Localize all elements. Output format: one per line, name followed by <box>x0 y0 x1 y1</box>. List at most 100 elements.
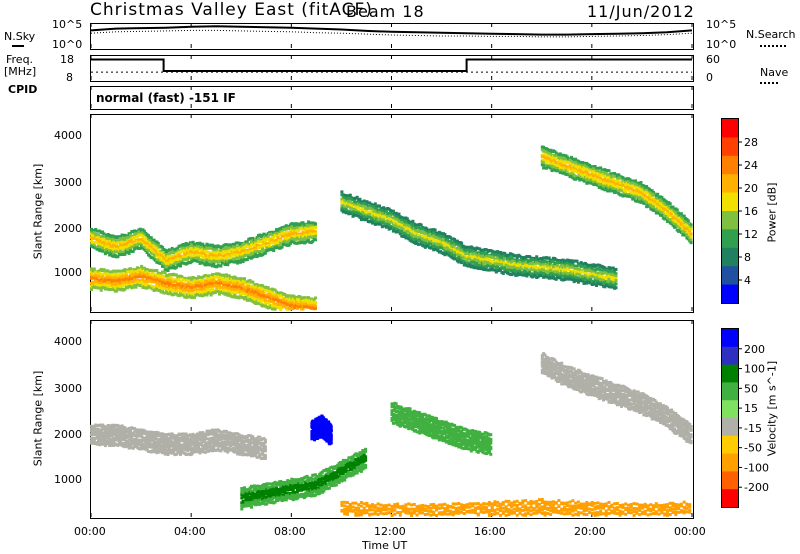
power-cell <box>177 253 181 257</box>
power-cell <box>254 237 258 241</box>
power-cell <box>593 165 597 168</box>
power-cell <box>551 259 555 263</box>
power-cell <box>437 234 441 238</box>
power-cell <box>295 306 299 310</box>
power-cell <box>351 201 355 205</box>
power-cell <box>344 207 348 211</box>
velocity-cell <box>117 429 121 433</box>
power-cell <box>686 219 690 223</box>
power-cell <box>259 300 263 304</box>
power-cell <box>283 239 287 243</box>
power-cell <box>293 295 297 299</box>
power-cell <box>110 283 114 287</box>
velocity-cell <box>122 428 125 431</box>
power-cell <box>408 224 412 228</box>
power-cell <box>497 254 501 258</box>
power-cell <box>549 166 553 170</box>
power-cell <box>169 275 173 279</box>
power-cell <box>205 242 209 246</box>
power-cell <box>131 285 135 289</box>
power-cell <box>546 148 550 151</box>
power-cell <box>113 241 117 245</box>
freq-label-line2: [MHz] <box>4 65 37 78</box>
power-cell <box>507 253 511 257</box>
power-cell <box>222 273 226 277</box>
power-cell <box>358 197 362 201</box>
nsearch-label: N.Search <box>746 28 796 41</box>
power-cell <box>579 175 583 179</box>
power-cell <box>226 263 230 267</box>
power-cell <box>223 278 227 282</box>
power-cell <box>389 214 393 218</box>
power-cell <box>290 299 294 303</box>
power-cell <box>261 284 265 288</box>
power-cell <box>451 245 455 249</box>
power-cell <box>223 288 227 292</box>
power-cell <box>314 232 317 236</box>
date-label: 11/Jun/2012 <box>587 2 695 21</box>
power-cell <box>191 240 195 244</box>
power-cell <box>348 199 352 203</box>
velocity-ytick-3000: 3000 <box>54 382 82 395</box>
power-cell <box>218 284 221 288</box>
power-cell <box>126 241 130 245</box>
power-cell <box>215 286 219 290</box>
velocity-cell <box>123 426 127 430</box>
xtick-6: 00:00 <box>674 525 706 538</box>
power-cell <box>295 224 299 228</box>
power-cell <box>154 275 157 278</box>
power-cell <box>156 282 160 286</box>
power-cell <box>549 268 553 272</box>
power-cell <box>375 216 379 220</box>
power-cell <box>649 191 653 195</box>
power-cell <box>440 243 444 247</box>
power-cell <box>287 298 291 302</box>
power-cell <box>314 226 317 230</box>
power-cell <box>209 289 213 293</box>
power-cell <box>166 269 170 272</box>
power-cell <box>224 248 228 252</box>
power-cell <box>572 161 576 165</box>
velocity-cell <box>110 434 114 438</box>
power-cell <box>387 217 391 220</box>
power-cell <box>270 291 274 295</box>
power-cell <box>550 263 554 267</box>
power-cell <box>101 230 105 234</box>
power-cell <box>254 246 258 250</box>
power-cell <box>467 251 470 255</box>
power-cell <box>134 285 138 289</box>
power-cell <box>261 291 265 295</box>
power-cell <box>572 280 576 284</box>
power-cell <box>624 190 628 194</box>
power-cell <box>293 306 297 310</box>
power-cell <box>176 257 180 261</box>
power-cell <box>298 238 302 241</box>
velocity-cell <box>192 440 196 444</box>
power-cell <box>570 259 573 263</box>
velocity-cell <box>155 437 159 441</box>
power-cell <box>219 264 223 268</box>
power-cell <box>636 196 640 200</box>
power-cell <box>478 256 482 260</box>
velocity-cell <box>127 446 131 450</box>
power-cell <box>589 278 593 282</box>
power-cell <box>522 269 526 273</box>
power-cell <box>169 281 173 285</box>
power-cell <box>397 212 401 216</box>
power-cell <box>188 294 192 298</box>
velocity-cell <box>167 442 171 445</box>
power-cell <box>287 243 291 247</box>
power-cell <box>279 307 283 311</box>
power-cell <box>129 271 132 275</box>
power-cell <box>576 176 580 180</box>
xtick-1: 04:00 <box>174 525 206 538</box>
power-cell <box>248 245 252 249</box>
velocity-cell <box>158 434 162 438</box>
velocity-cell <box>156 431 160 435</box>
power-cell <box>236 261 240 265</box>
power-cell <box>252 244 256 248</box>
power-cell <box>180 279 184 283</box>
power-cell <box>314 301 317 305</box>
power-cell <box>607 169 611 173</box>
power-cell <box>154 252 157 256</box>
